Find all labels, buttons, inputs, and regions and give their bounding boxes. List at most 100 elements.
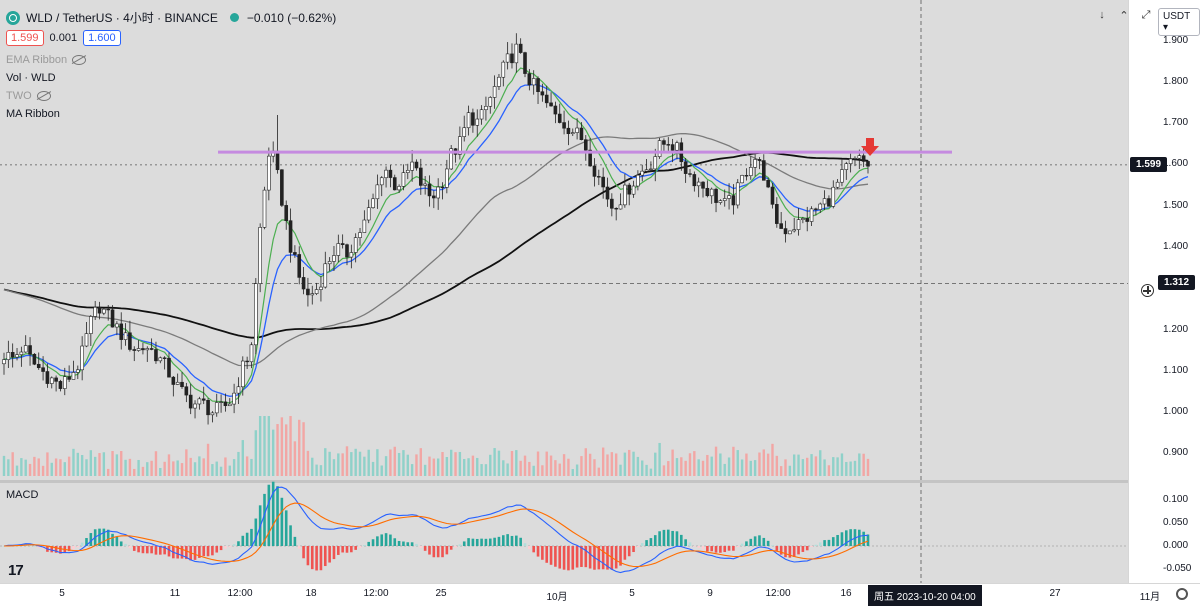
volume-bar (458, 451, 462, 476)
volume-bar (853, 460, 857, 476)
candle-body (232, 392, 236, 405)
candle-body (288, 220, 293, 253)
candle-body (188, 394, 193, 409)
volume-bar (159, 467, 162, 476)
volume-bar (285, 424, 288, 476)
volume-bar (154, 451, 158, 476)
macd-histogram-bar (858, 529, 861, 546)
candle-body (136, 348, 141, 351)
indicator-two[interactable]: TWO (6, 90, 51, 102)
macd-histogram-bar (341, 546, 344, 553)
gear-icon[interactable] (1176, 588, 1188, 600)
eye-off-icon[interactable] (72, 55, 87, 65)
indicator-volume[interactable]: Vol · WLD (6, 72, 56, 84)
volume-bar (866, 458, 870, 476)
symbol-legend[interactable]: WLD / TetherUS · 4小时 · BINANCE −0.010 (−… (6, 9, 336, 26)
candle-body (623, 184, 627, 206)
arrow-down-icon[interactable]: ↓ (1099, 9, 1105, 21)
volume-bar (523, 455, 527, 476)
candle-body (145, 348, 150, 351)
macd-histogram-bar (606, 546, 609, 570)
candle-body (32, 353, 37, 365)
add-alert-plus-icon[interactable] (1141, 284, 1154, 297)
time-tick-label: 12:00 (227, 588, 253, 599)
macd-histogram-bar (762, 537, 766, 546)
volume-bar (211, 464, 214, 476)
tradingview-logo[interactable]: 17 (8, 562, 24, 579)
candle-body (193, 403, 197, 409)
volume-bar (727, 457, 731, 476)
volume-bar (779, 466, 783, 476)
volume-bar (15, 465, 19, 476)
macd-histogram-bar (645, 540, 648, 546)
pane-separator[interactable] (0, 480, 1200, 483)
candle-body (471, 112, 475, 126)
macd-histogram-bar (844, 530, 848, 546)
volume-bar (315, 464, 318, 476)
volume-bar (67, 456, 71, 476)
macd-histogram-bar (849, 529, 852, 546)
macd-histogram-bar (145, 546, 149, 554)
volume-bar (219, 466, 223, 476)
macd-histogram-bar (818, 542, 822, 546)
candle-body (783, 228, 788, 235)
candle-body (414, 161, 419, 169)
volume-bar (250, 458, 253, 476)
macd-histogram-bar (662, 529, 666, 546)
volume-bar (354, 448, 357, 476)
eye-off-icon[interactable] (36, 91, 51, 101)
indicator-ma-ribbon[interactable]: MA Ribbon (6, 108, 60, 120)
candle-body (280, 169, 284, 206)
volume-bar (819, 450, 822, 476)
macd-histogram-bar (580, 546, 583, 567)
macd-histogram-bar (501, 535, 505, 546)
time-tick-label: 10月 (546, 592, 568, 603)
price-pane[interactable] (0, 0, 1128, 480)
price-tick-label: 1.100 (1163, 364, 1189, 376)
maximize-icon[interactable]: ⤢ (1141, 8, 1151, 21)
sell-button[interactable]: 1.599 (6, 30, 44, 46)
symbol-title[interactable]: WLD / TetherUS · 4小时 · BINANCE (26, 11, 218, 25)
volume-bar (206, 443, 210, 476)
candle-body (748, 167, 753, 176)
macd-histogram-bar (614, 546, 618, 569)
volume-bar (675, 458, 679, 476)
candle-body (536, 78, 540, 93)
indicator-ema-ribbon[interactable]: EMA Ribbon (6, 54, 87, 66)
volume-bar (436, 458, 440, 476)
volume-bar (293, 441, 297, 476)
macd-histogram-bar (137, 546, 140, 553)
volume-bar (393, 446, 396, 476)
volume-bar (11, 452, 14, 476)
macd-histogram-bar (354, 546, 357, 550)
price-axis[interactable] (1128, 0, 1200, 583)
currency-selector[interactable]: USDT ▾ (1158, 8, 1200, 36)
candle-body (792, 229, 796, 232)
candle-body (141, 348, 145, 351)
macd-title[interactable]: MACD (6, 489, 39, 501)
candle-body (605, 186, 610, 200)
macd-histogram-bar (432, 546, 436, 558)
collapse-icon[interactable]: ⌃ (1119, 9, 1129, 22)
macd-histogram-bar (640, 543, 644, 546)
volume-bar (59, 459, 62, 476)
volume-bar (432, 458, 436, 476)
macd-histogram-bar (254, 518, 258, 546)
volume-bar (497, 450, 501, 476)
candle-body (844, 163, 849, 170)
volume-bar (172, 461, 175, 476)
volume-bar (50, 462, 53, 476)
candle-body (835, 181, 840, 188)
macd-histogram-bar (541, 546, 544, 560)
macd-histogram-bar (449, 546, 453, 550)
macd-histogram-bar (745, 541, 748, 546)
candle-body (15, 354, 19, 358)
volume-bar (688, 453, 692, 476)
crosshair-time-tag: 周五 2023-10-20 04:00 (868, 585, 982, 606)
macd-histogram-bar (419, 546, 423, 549)
buy-button[interactable]: 1.600 (83, 30, 121, 46)
volume-bar (54, 458, 58, 476)
candle-body (262, 189, 267, 228)
candle-body (827, 198, 831, 207)
